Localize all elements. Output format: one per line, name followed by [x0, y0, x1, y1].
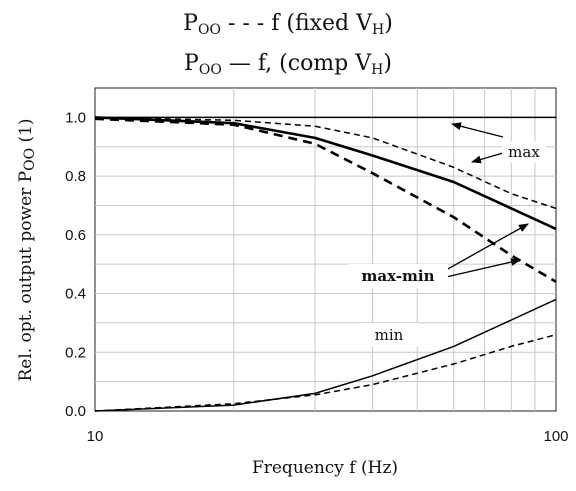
max-min-arrow-upper [445, 223, 529, 271]
y-tick-label: 0.4 [65, 286, 86, 303]
chart-title-line1: POO - - - f (fixed VH) [183, 11, 393, 38]
max-arrow-lower [471, 152, 504, 164]
series-line-max-min-dashed-thick [94, 117, 557, 283]
y-tick-label: 0.8 [65, 168, 86, 185]
plot-area [94, 87, 557, 412]
annotation-max: max [508, 143, 540, 161]
y-axis-label: Rel. opt. output power POO (1) [16, 118, 38, 381]
max-arrow-upper [451, 122, 504, 138]
x-tick-label: 100 [543, 428, 568, 445]
y-tick-label: 1.0 [65, 109, 86, 126]
series-line-max-min-solid-thick [94, 116, 557, 231]
x-tick-label: 10 [87, 428, 104, 445]
tick-labels: 0.0 0.2 0.4 0.6 0.8 1.0 10 100 [65, 109, 568, 445]
max-min-arrow-lower [445, 258, 521, 278]
x-axis-label: Frequency f (Hz) [252, 458, 398, 478]
y-tick-label: 0.0 [65, 403, 86, 420]
annotation-min: min [375, 326, 404, 344]
series-line-min-solid-thin [94, 298, 557, 412]
annotation-max-min: max-min [362, 267, 435, 285]
y-tick-label: 0.2 [65, 344, 86, 361]
chart-title-line2: POO — f, (comp VH) [184, 51, 392, 78]
y-tick-label: 0.6 [65, 227, 86, 244]
series-lines [94, 116, 557, 412]
series-line-min-dashed-thin [94, 333, 557, 412]
